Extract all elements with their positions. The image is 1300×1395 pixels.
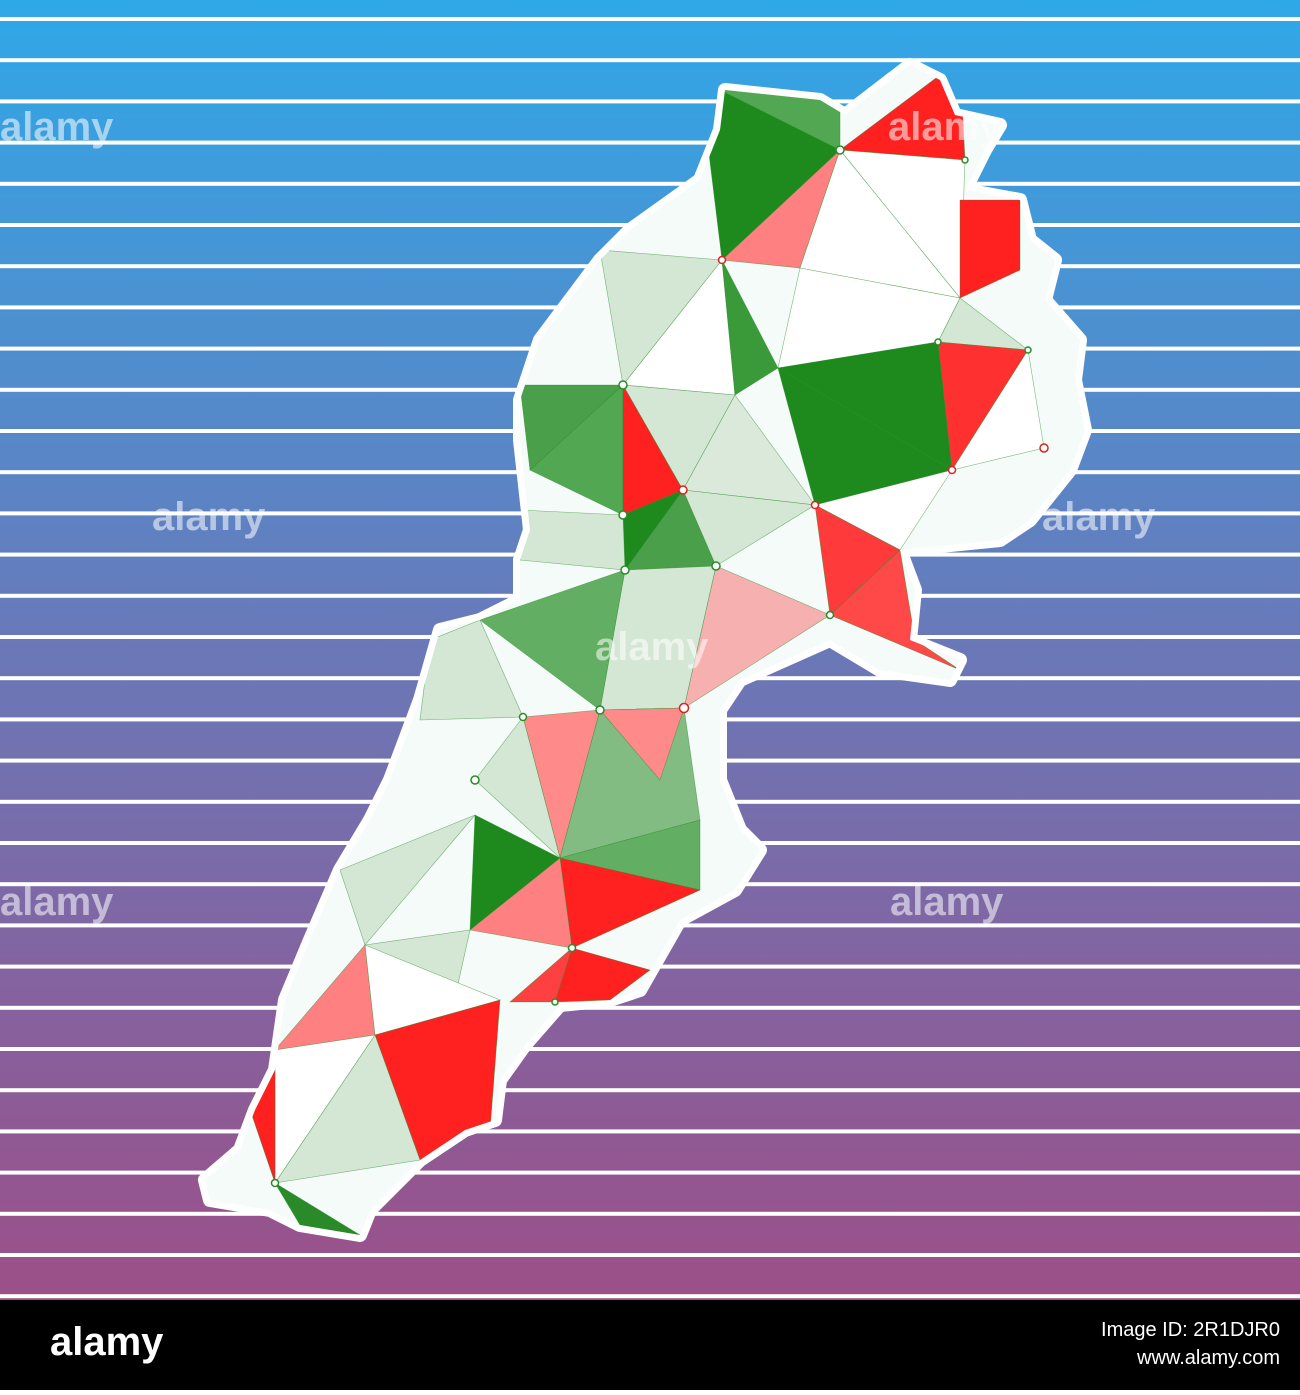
watermark: alamy	[0, 880, 114, 924]
footer-logo: alamy	[50, 1320, 164, 1364]
stripe	[0, 1129, 1300, 1134]
watermarks: alamy alamy alamy alamy alamy alamy alam…	[0, 105, 1156, 924]
stripe	[0, 1170, 1300, 1175]
watermark: alamy	[595, 625, 709, 669]
watermark: alamy	[1042, 495, 1156, 539]
nodes	[270, 145, 1049, 1188]
stripe	[0, 1211, 1300, 1216]
stripe	[0, 1088, 1300, 1093]
watermark: alamy	[152, 495, 266, 539]
watermark: alamy	[888, 105, 1002, 149]
stripe	[0, 1294, 1300, 1299]
stripe	[0, 1047, 1300, 1051]
stripe	[0, 1005, 1300, 1010]
stripe	[0, 99, 1300, 104]
stripe	[0, 181, 1300, 186]
watermark: alamy	[0, 105, 114, 149]
image-id: Image ID: 2R1DJR0	[1101, 1319, 1280, 1341]
site-url: www.alamy.com	[1136, 1347, 1280, 1369]
stripe	[0, 1253, 1300, 1257]
stripe	[0, 140, 1300, 145]
stripe	[0, 17, 1300, 21]
footer-bar	[0, 1300, 1300, 1390]
watermark: alamy	[890, 880, 1004, 924]
stripe	[0, 58, 1300, 63]
